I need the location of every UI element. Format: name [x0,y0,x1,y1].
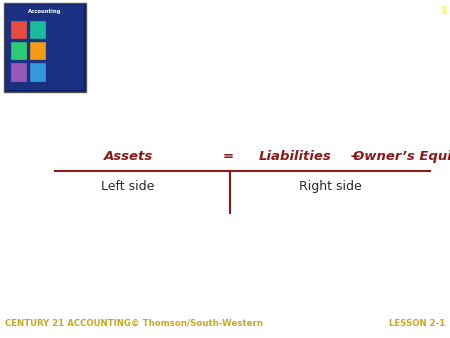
Text: =: = [222,150,234,163]
Text: Owner’s Equity: Owner’s Equity [353,150,450,163]
Text: page 28: page 28 [397,72,443,81]
Text: EQUATION - Using T Accounts: EQUATION - Using T Accounts [95,55,404,74]
Bar [11,21,27,39]
Text: Accounting: Accounting [28,8,62,14]
Text: CENTURY 21 ACCOUNTING© Thomson/South-Western: CENTURY 21 ACCOUNTING© Thomson/South-Wes… [5,319,263,328]
Bar [4,3,86,92]
Text: ANALYZING THE ACCOUNTING: ANALYZING THE ACCOUNTING [95,20,408,39]
Text: +: + [350,150,360,163]
Text: Liabilities: Liabilities [259,150,331,163]
Text: 1: 1 [439,6,447,16]
Text: Right side: Right side [299,180,361,193]
Text: Assets: Assets [104,150,153,163]
Bar [30,42,46,61]
Bar [11,42,27,61]
Bar [30,64,46,81]
Bar [6,5,84,90]
Bar [30,21,46,39]
Text: Left side: Left side [101,180,155,193]
Bar [11,64,27,81]
Text: LESSON 2-1: LESSON 2-1 [389,319,445,328]
